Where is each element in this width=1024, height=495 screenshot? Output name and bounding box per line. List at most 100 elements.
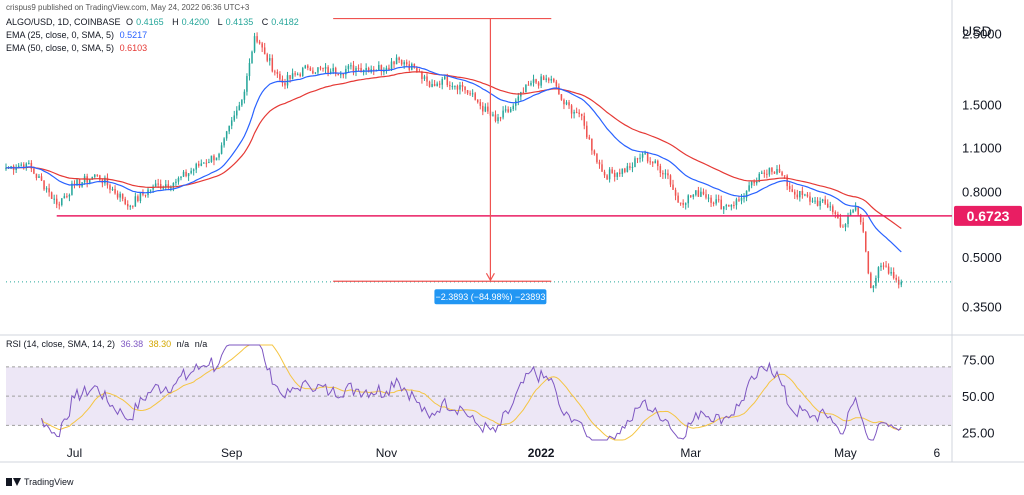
candle-body [45,188,48,190]
candle-body [309,67,312,71]
candle-body [289,75,291,79]
time-tick-label: May [834,446,857,460]
candle-body [644,152,646,154]
candle-body [867,251,870,274]
candle-body [583,115,586,126]
rsi-tick-label: 50.00 [962,389,995,404]
candle-body [791,189,793,192]
ema-lines [6,66,902,253]
candle-body [317,67,319,73]
candle-body [403,62,405,65]
ema50-label: EMA (50, close, 0, SMA, 5) [6,43,115,53]
candle-body [502,110,504,118]
candle-body [393,61,395,65]
candle-body [284,82,286,86]
candle-body [662,172,664,175]
candle-body [517,96,520,101]
candle-body [332,67,334,72]
candle-body [307,65,309,68]
candle-body [71,183,73,195]
candle-body [522,91,525,93]
candle-body [142,192,144,195]
candle-body [563,99,565,105]
candle-body [842,226,844,228]
candle-body [390,61,393,71]
candle-body [170,187,172,189]
candle-body [715,199,717,204]
candle-body [530,82,532,85]
candle-body [596,153,598,163]
ohlc-high: H 0.4200 [172,17,210,27]
candle-body [651,161,654,164]
candle-body [175,181,177,184]
candle-body [509,109,512,112]
candle-body [697,190,700,197]
candle-body [456,85,459,90]
candle-body [743,197,745,199]
candle-body [266,54,268,61]
candle-body [471,93,474,95]
candle-body [398,57,400,60]
candle-body [372,69,375,71]
candle-body [755,181,758,184]
candle-body [137,196,139,201]
candle-body [735,199,738,206]
candle-body [111,188,114,190]
candle-body [537,82,540,86]
candle-body [180,176,182,179]
candle-body [121,193,124,199]
candle-body [426,76,428,82]
time-tick-label: Sep [221,446,243,460]
candle-body [558,86,560,95]
candle-body [431,83,433,87]
candle-body [327,67,329,74]
candle-body [649,161,651,163]
candle-body [844,224,847,228]
candle-body [256,36,258,42]
candle-body [631,166,634,168]
candle-body [329,71,332,74]
candle-body [274,71,276,73]
candle-body [870,273,872,289]
candle-body [50,192,53,199]
candle-body [269,58,271,61]
candle-body [355,67,357,72]
candle-body [360,67,362,73]
candle-body [606,175,608,180]
candle-body [839,218,842,227]
candle-body [639,157,641,159]
candle-body [527,84,530,86]
candle-body [20,164,22,166]
candle-body [159,183,162,189]
candle-body [857,206,859,215]
candle-body [205,162,208,164]
candle-body [695,190,697,195]
candle-body [512,105,514,110]
candle-body [690,195,692,197]
candle-body [877,267,880,279]
candle-body [405,62,408,65]
candle-body [829,206,832,208]
candle-body [588,137,591,139]
candles [5,32,903,293]
candle-body [824,199,826,204]
candle-body [545,78,547,80]
candle-body [421,71,423,79]
candle-body [210,155,213,162]
candle-body [291,73,294,79]
candle-body [692,194,695,197]
ohlc-close: C 0.4182 [261,17,299,27]
candle-body [811,200,814,202]
candle-body [251,51,253,63]
candle-body [337,74,340,76]
candle-body [801,191,804,196]
candle-body [745,190,748,198]
candle-body [677,195,679,203]
price-tick-label: 1.1000 [962,140,1002,155]
candle-body [78,179,81,187]
candle-body [613,172,616,177]
candle-body [575,112,578,114]
candle-body [230,120,233,126]
candle-body [157,183,159,185]
